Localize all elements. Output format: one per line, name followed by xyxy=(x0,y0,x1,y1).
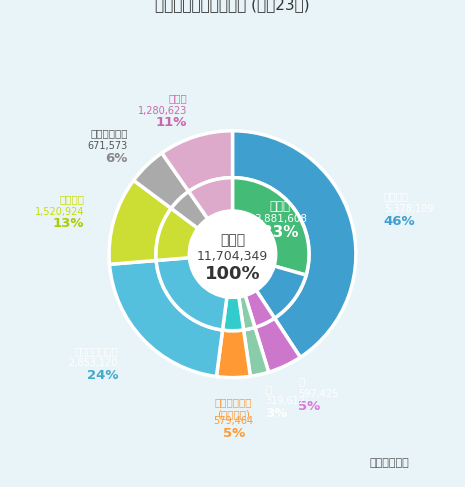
Text: 有価証券: 有価証券 xyxy=(59,194,84,204)
Wedge shape xyxy=(232,178,309,275)
Text: 1,520,924: 1,520,924 xyxy=(35,206,84,217)
Wedge shape xyxy=(109,261,223,376)
Wedge shape xyxy=(216,330,250,377)
Text: その他の土地
(山林含む): その他の土地 (山林含む) xyxy=(215,398,252,419)
Text: 5,378,109: 5,378,109 xyxy=(384,204,433,214)
Text: 5%: 5% xyxy=(298,400,320,412)
Text: 6%: 6% xyxy=(106,152,128,165)
Text: 単位：百万円: 単位：百万円 xyxy=(370,457,409,468)
Text: 11,704,349: 11,704,349 xyxy=(197,250,268,263)
Wedge shape xyxy=(133,153,189,208)
Text: 13%: 13% xyxy=(53,217,84,230)
Text: 2,853,120: 2,853,120 xyxy=(69,358,118,368)
Text: 建物・構築物: 建物・構築物 xyxy=(90,129,128,139)
Text: 3%: 3% xyxy=(266,407,288,420)
Text: 579,464: 579,464 xyxy=(214,416,254,426)
Text: 671,573: 671,573 xyxy=(87,141,128,151)
Wedge shape xyxy=(244,327,269,376)
Text: 畑: 畑 xyxy=(298,376,305,387)
Circle shape xyxy=(189,211,276,298)
Wedge shape xyxy=(232,131,356,357)
Text: 田: 田 xyxy=(266,384,272,394)
Wedge shape xyxy=(256,266,306,318)
Text: 合　計: 合 計 xyxy=(220,234,245,247)
Text: 319,612: 319,612 xyxy=(266,396,306,406)
Wedge shape xyxy=(189,178,232,219)
Text: 現金・預貯金等: 現金・預貯金等 xyxy=(74,346,118,356)
Wedge shape xyxy=(245,290,274,327)
Text: 100%: 100% xyxy=(205,265,260,283)
Wedge shape xyxy=(223,297,244,331)
Wedge shape xyxy=(156,208,198,261)
Text: 3,881,608: 3,881,608 xyxy=(254,214,307,225)
Text: 土地合計: 土地合計 xyxy=(384,191,409,202)
Text: 24%: 24% xyxy=(86,369,118,382)
Wedge shape xyxy=(255,318,300,372)
Wedge shape xyxy=(239,296,255,330)
Wedge shape xyxy=(156,258,227,330)
Title: 相続財産の種類別内訳 (平成23年): 相続財産の種類別内訳 (平成23年) xyxy=(155,0,310,12)
Text: 1,280,623: 1,280,623 xyxy=(138,106,187,115)
Wedge shape xyxy=(171,191,208,228)
Text: 597,425: 597,425 xyxy=(298,389,339,399)
Text: 33%: 33% xyxy=(262,225,299,241)
Text: 11%: 11% xyxy=(156,116,187,130)
Text: 5%: 5% xyxy=(223,427,245,440)
Wedge shape xyxy=(109,180,171,264)
Text: その他: その他 xyxy=(169,93,187,103)
Text: 46%: 46% xyxy=(384,215,415,228)
Wedge shape xyxy=(162,131,232,191)
Text: 宅　地: 宅 地 xyxy=(270,201,291,213)
